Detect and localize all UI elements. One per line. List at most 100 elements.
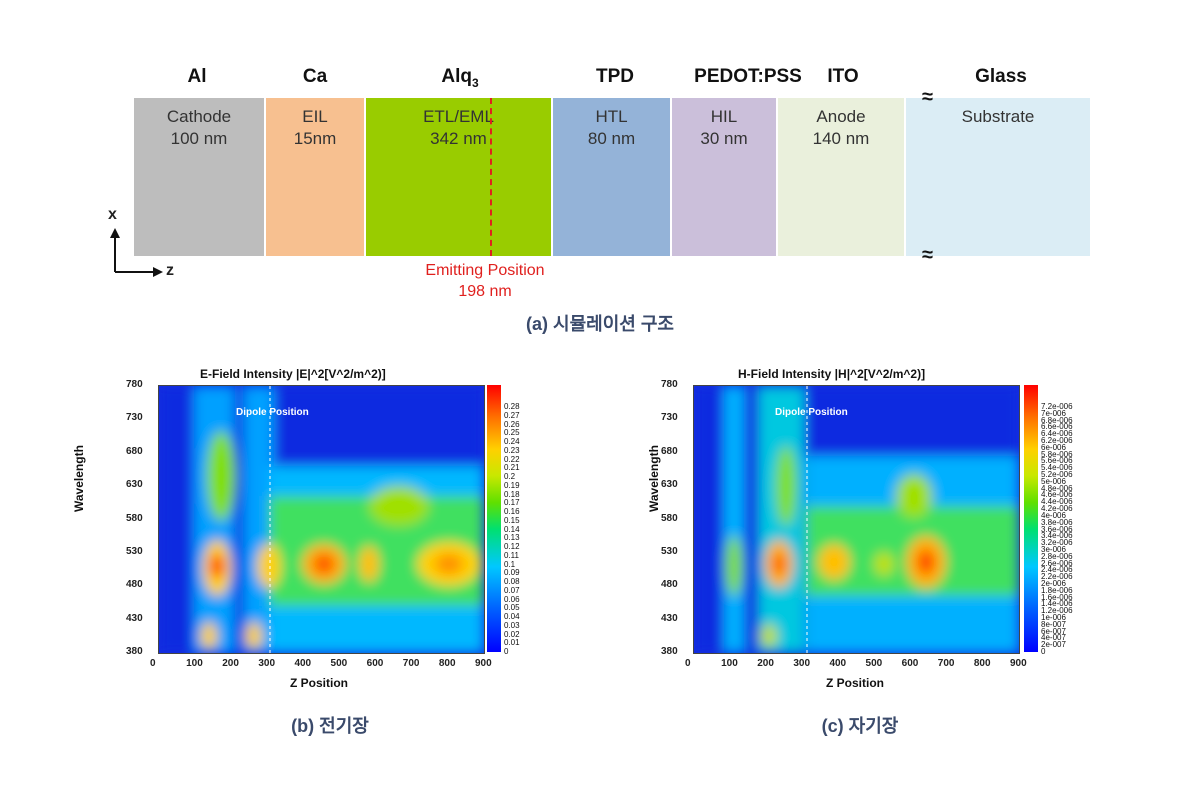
hfield-xlabel: Z Position xyxy=(826,676,884,690)
hfield-ylabel: Wavelength xyxy=(647,445,661,512)
efield-colorbar-label: 0.19 xyxy=(504,480,520,490)
hfield-title: H-Field Intensity |H|^2[V^2/m^2)] xyxy=(738,367,926,381)
layer-anode: Anode 140 nm xyxy=(778,98,904,256)
hfield-colorbar-label: 5.4e-006 xyxy=(1041,463,1073,473)
layer-name: EIL xyxy=(302,107,328,126)
layer-thickness: 15nm xyxy=(293,129,337,148)
axes-arrow-icon xyxy=(110,228,163,277)
hfield-dipole-label: Dipole Position xyxy=(775,407,848,418)
hfield-ytick: 730 xyxy=(661,412,678,424)
efield-xtick: 500 xyxy=(330,658,348,669)
hfield-xtick: 800 xyxy=(973,658,991,669)
hfield-colorbar-label: 6.6e-006 xyxy=(1041,422,1073,432)
axis-z-label: z xyxy=(166,262,174,279)
efield-ytick: 630 xyxy=(126,479,143,491)
efield-colorbar-label: 0.13 xyxy=(504,533,520,543)
caption-a: (a) 시뮬레이션 구조 xyxy=(526,314,674,334)
efield-colorbar-label: 0.01 xyxy=(504,638,520,648)
efield-colorbar-label: 0 xyxy=(504,647,509,656)
efield-plot xyxy=(158,385,485,654)
hfield-colorbar-label: 1.2e-006 xyxy=(1041,606,1073,616)
efield-colorbar-label: 0.09 xyxy=(504,568,520,578)
material-al: Al xyxy=(187,66,207,87)
layer-eil: EIL 15nm xyxy=(266,98,364,256)
hfield-ytick: 680 xyxy=(661,445,678,457)
efield-xtick: 100 xyxy=(186,658,203,669)
efield-colorbar-label: 0.28 xyxy=(504,402,520,411)
hfield-colorbar-label: 4.8e-006 xyxy=(1041,483,1073,493)
efield-colorbar-label: 0.2 xyxy=(504,472,516,481)
hfield-xtick: 100 xyxy=(721,658,738,669)
efield-xlabel: Z Position xyxy=(290,676,348,690)
hfield-colorbar-label: 2.6e-006 xyxy=(1041,558,1073,568)
layer-thickness: 140 nm xyxy=(812,129,870,148)
efield-xtick: 400 xyxy=(294,658,312,669)
hfield-colorbar-label: 5.2e-006 xyxy=(1041,470,1073,480)
efield-colorbar-label: 0.22 xyxy=(504,454,520,464)
efield-colorbar-label: 0.04 xyxy=(504,612,520,621)
efield-ylabel: Wavelength xyxy=(72,445,86,512)
hfield-colorbar-label: 5.6e-006 xyxy=(1041,456,1073,466)
material-ito: ITO xyxy=(827,66,859,87)
efield-colorbar-label: 0.03 xyxy=(504,620,520,630)
efield-colorbar-label: 0.16 xyxy=(504,507,520,516)
efield-colorbar-label: 0.14 xyxy=(504,524,520,534)
hfield-colorbar-label: 1.6e-006 xyxy=(1041,592,1073,602)
hfield-xtick: 300 xyxy=(793,658,811,669)
layer-htl: HTL 80 nm xyxy=(553,98,670,256)
efield-colorbar-label: 0.23 xyxy=(504,445,520,455)
hfield-colorbar-label: 4.2e-006 xyxy=(1041,504,1073,514)
hfield-colorbar-label: 2.8e-006 xyxy=(1041,551,1073,561)
hfield-colorbar-label: 1e-006 xyxy=(1041,612,1066,622)
hfield-ytick: 380 xyxy=(661,646,678,657)
efield-colorbar-label: 0.27 xyxy=(504,410,520,420)
efield-ytick: 730 xyxy=(126,412,143,424)
layer-name: HIL xyxy=(710,107,738,126)
hfield-colorbar-label: 3.2e-006 xyxy=(1041,538,1073,548)
layer-hil: HIL 30 nm xyxy=(672,98,776,256)
hfield-xtick: 400 xyxy=(829,658,847,669)
material-tpd: TPD xyxy=(596,66,634,87)
layer-name: Anode xyxy=(816,107,866,126)
material-ca: Ca xyxy=(302,66,328,87)
efield-colorbar-label: 0.26 xyxy=(504,419,520,429)
hfield-ytick: 580 xyxy=(661,512,678,524)
hfield-colorbar-label: 2e-006 xyxy=(1041,578,1066,588)
layer-thickness: 30 nm xyxy=(700,129,748,148)
hfield-colorbar-label: 3.6e-006 xyxy=(1041,524,1073,534)
hfield-colorbar-label: 4.6e-006 xyxy=(1041,490,1073,500)
hfield-colorbar-label: 6e-007 xyxy=(1041,626,1066,636)
layer-etl-eml: ETL/EML 342 nm xyxy=(366,98,551,256)
emitting-position-label: Emitting Position 198 nm xyxy=(400,260,570,302)
hfield-colorbar-label: 7.2e-006 xyxy=(1041,402,1073,411)
break-mark-icon: ≈ xyxy=(922,244,933,266)
efield-colorbar-label: 0.11 xyxy=(504,550,519,560)
axis-x-label: x xyxy=(108,206,117,223)
hfield-colorbar-label: 5.8e-006 xyxy=(1041,449,1073,459)
emitting-position-line xyxy=(490,98,492,256)
hfield-colorbar-label: 3.4e-006 xyxy=(1041,531,1073,541)
hfield-colorbar-label: 6.2e-006 xyxy=(1041,436,1073,446)
layer-name: HTL xyxy=(595,107,628,126)
efield-xtick: 900 xyxy=(475,658,492,669)
break-mark-icon: ≈ xyxy=(922,86,933,108)
efield-colorbar-label: 0.1 xyxy=(504,559,516,569)
hfield-colorbar-label: 8e-007 xyxy=(1041,619,1066,629)
caption-c: (c) 자기장 xyxy=(821,716,899,736)
hfield-xtick: 500 xyxy=(865,658,883,669)
layer-thickness: 342 nm xyxy=(430,129,487,148)
efield-colorbar-label: 0.24 xyxy=(504,437,520,446)
hfield-colorbar-label: 6e-006 xyxy=(1041,442,1066,452)
hfield-xtick: 900 xyxy=(1010,658,1027,669)
efield-title: E-Field Intensity |E|^2[V^2/m^2)] xyxy=(200,367,386,381)
efield-ytick: 430 xyxy=(126,612,143,624)
efield-ytick: 380 xyxy=(126,646,143,657)
efield-colorbar-label: 0.21 xyxy=(504,463,520,473)
layer-thickness: 80 nm xyxy=(587,129,636,148)
hfield-colorbar-label: 4e-006 xyxy=(1041,510,1066,520)
emitting-value: 198 nm xyxy=(458,283,512,300)
layer-substrate: Substrate xyxy=(906,98,1090,256)
efield-colorbar-label: 0.07 xyxy=(504,585,520,595)
efield-colorbar-label: 0.18 xyxy=(504,489,520,499)
efield-xtick: 700 xyxy=(402,658,420,669)
